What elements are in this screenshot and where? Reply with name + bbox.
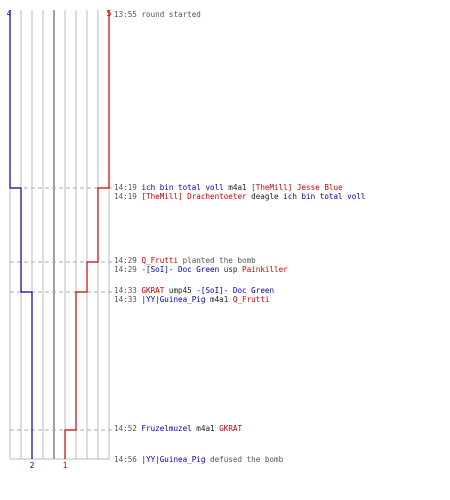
event-time: 14:33 (114, 295, 142, 304)
red-player-name: [TheMill] Drachentoeter (141, 192, 247, 201)
blue-team-start-count: 4 (7, 9, 12, 18)
blue-player-name: ich bin total voll (283, 192, 366, 201)
event-text: planted the bomb (178, 256, 256, 265)
event-time: 14:56 (114, 455, 142, 464)
event-text: usp (219, 265, 243, 274)
event-log-line: 14:29 -[SoI]- Doc Green usp Painkiller (114, 265, 288, 274)
event-time: 14:29 (114, 265, 142, 274)
red-team-alive-line (64, 10, 110, 459)
blue-team-alive-line (9, 10, 33, 459)
event-text: m4a1 (223, 183, 252, 192)
event-text: m4a1 (191, 424, 220, 433)
blue-player-name: -[SoI]- Doc Green (196, 286, 275, 295)
blue-player-name: -[SoI]- Doc Green (141, 265, 220, 274)
event-log-line: 14:56 |YY|Guinea_Pig defused the bomb (114, 455, 283, 464)
event-log-line: 14:19 [TheMill] Drachentoeter deagle ich… (114, 192, 365, 201)
event-guide-lines (10, 187, 112, 431)
red-team-end-count: 1 (63, 461, 68, 470)
blue-team-end-count: 2 (30, 461, 35, 470)
event-log-line: 14:52 Fruzelmuzel m4a1 GKRAT (114, 424, 242, 433)
red-player-name: Q_Frutti (141, 256, 179, 265)
event-time: 14:33 (114, 286, 142, 295)
event-text: ump45 (164, 286, 197, 295)
red-player-name: Painkiller (242, 265, 288, 274)
event-text: defused the bomb (205, 455, 284, 464)
event-log-line: 14:19 ich bin total voll m4a1 [TheMill] … (114, 183, 343, 192)
blue-player-name: Fruzelmuzel (141, 424, 192, 433)
red-player-name: Q_Frutti (232, 295, 270, 304)
red-team-start-count: 5 (107, 9, 112, 18)
player-slot-grid (9, 10, 110, 460)
blue-player-name: |YY|Guinea_Pig (141, 295, 206, 304)
event-log-line: 14:33 GKRAT ump45 -[SoI]- Doc Green (114, 286, 274, 295)
event-time: 14:19 (114, 183, 142, 192)
blue-player-name: |YY|Guinea_Pig (141, 455, 206, 464)
event-text: m4a1 (205, 295, 233, 304)
team-alive-steps (9, 10, 110, 459)
event-time: 14:29 (114, 256, 142, 265)
red-player-name: GKRAT (141, 286, 165, 295)
red-player-name: [TheMill] Jesse Blue (251, 183, 343, 192)
event-text: deagle (246, 192, 284, 201)
blue-player-name: ich bin total voll (141, 183, 224, 192)
event-text: round started (141, 10, 201, 19)
event-time: 14:52 (114, 424, 142, 433)
event-log-line: 14:33 |YY|Guinea_Pig m4a1 Q_Frutti (114, 295, 269, 304)
event-log-line: 14:29 Q_Frutti planted the bomb (114, 256, 256, 265)
red-player-name: GKRAT (219, 424, 243, 433)
event-log-line: 13:55 round started (114, 10, 201, 19)
event-time: 13:55 (114, 10, 142, 19)
event-time: 14:19 (114, 192, 142, 201)
